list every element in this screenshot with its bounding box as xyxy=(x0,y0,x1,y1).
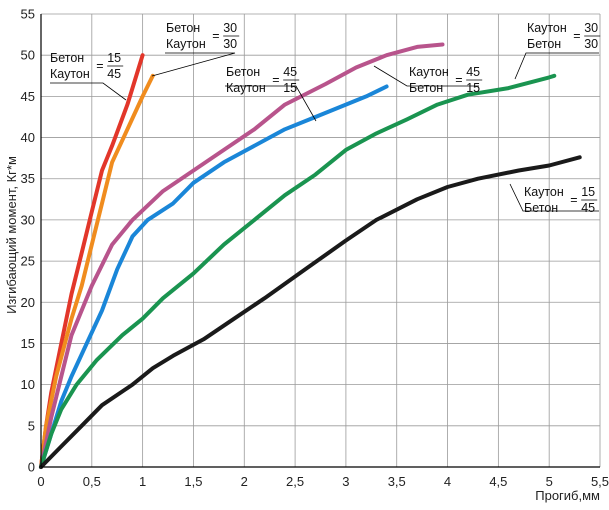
label-equals-sign: = xyxy=(570,193,577,207)
x-tick-label: 0 xyxy=(37,474,44,489)
y-tick-label: 55 xyxy=(21,7,35,22)
label-leader-line xyxy=(509,183,599,212)
label-equals-sign: = xyxy=(212,29,219,43)
tick-labels: 0 0,5 1 1,5 2 2,5 3 3,5 4 4,5 5 5,5 0 5 10 15 20 25 30 35 40… xyxy=(21,7,609,490)
label-denominator-value: 15 xyxy=(466,81,480,95)
x-tick-label: 2 xyxy=(241,474,248,489)
series-line-magenta xyxy=(39,42,445,469)
label-numerator-word: Бетон xyxy=(166,21,200,35)
label-beton-30-kauton-30: Бетон Каутон = 30 30 xyxy=(151,21,240,77)
series-line-orange xyxy=(39,73,155,469)
x-tick-label: 3 xyxy=(342,474,349,489)
label-beton-15-kauton-45: Бетон Каутон = 15 45 xyxy=(50,51,127,101)
x-tick-label: 4,5 xyxy=(489,474,507,489)
label-numerator-word: Бетон xyxy=(226,65,260,79)
x-tick-label: 4 xyxy=(444,474,451,489)
y-tick-label: 30 xyxy=(21,212,35,227)
label-denominator-word: Каутон xyxy=(166,37,206,51)
label-equals-sign: = xyxy=(573,29,580,43)
y-tick-label: 45 xyxy=(21,89,35,104)
grid xyxy=(41,13,601,467)
label-leader-line xyxy=(50,82,127,101)
label-denominator-value: 15 xyxy=(283,81,297,95)
label-numerator-value: 45 xyxy=(283,65,297,79)
label-denominator-word: Бетон xyxy=(527,37,561,51)
label-equals-sign: = xyxy=(455,73,462,87)
label-leader-line xyxy=(373,65,479,87)
x-tick-label: 1,5 xyxy=(184,474,202,489)
y-tick-label: 20 xyxy=(21,295,35,310)
label-leader-line xyxy=(514,52,599,80)
label-numerator-value: 15 xyxy=(107,51,121,65)
label-kauton-30-beton-30: Каутон Бетон = 30 30 xyxy=(514,21,601,80)
label-numerator-value: 45 xyxy=(466,65,480,79)
label-denominator-word: Каутон xyxy=(226,81,266,95)
axes xyxy=(40,14,600,468)
y-axis-label: Изгибающий момент, Кг*м xyxy=(4,156,19,314)
label-kauton-15-beton-45: Каутон Бетон = 15 45 xyxy=(509,183,599,215)
label-numerator-word: Каутон xyxy=(527,21,567,35)
x-tick-label: 1 xyxy=(139,474,146,489)
label-numerator-word: Бетон xyxy=(50,51,84,65)
y-tick-label: 0 xyxy=(28,460,35,475)
label-kauton-45-beton-15: Каутон Бетон = 45 15 xyxy=(373,65,483,95)
label-leader-line xyxy=(151,52,236,77)
label-numerator-value: 30 xyxy=(223,21,237,35)
label-numerator-value: 30 xyxy=(584,21,598,35)
label-equals-sign: = xyxy=(96,59,103,73)
label-denominator-word: Бетон xyxy=(524,201,558,215)
series-line-black xyxy=(39,155,582,469)
label-equals-sign: = xyxy=(272,73,279,87)
curve-labels: БетонКаутон=1545БетонКаутон=3030БетонКау… xyxy=(50,21,601,215)
y-tick-label: 35 xyxy=(21,171,35,186)
label-denominator-word: Каутон xyxy=(50,67,90,81)
label-numerator-word: Каутон xyxy=(524,185,564,199)
label-denominator-word: Бетон xyxy=(409,81,443,95)
x-axis-label: Прогиб,мм xyxy=(535,488,600,503)
y-tick-label: 5 xyxy=(28,418,35,433)
label-denominator-value: 45 xyxy=(581,201,595,215)
label-beton-45-kauton-15: Бетон Каутон = 45 15 xyxy=(225,65,317,122)
y-tick-label: 25 xyxy=(21,254,35,269)
series-line-green xyxy=(39,73,557,469)
x-tick-label: 3,5 xyxy=(388,474,406,489)
series-lines xyxy=(39,42,582,469)
x-tick-label: 2,5 xyxy=(286,474,304,489)
x-tick-label: 5 xyxy=(546,474,553,489)
series-line-blue xyxy=(39,84,389,469)
x-tick-label: 0,5 xyxy=(83,474,101,489)
label-numerator-word: Каутон xyxy=(409,65,449,79)
x-tick-label: 5,5 xyxy=(591,474,609,489)
label-numerator-value: 15 xyxy=(581,185,595,199)
y-tick-label: 15 xyxy=(21,336,35,351)
y-tick-label: 10 xyxy=(21,377,35,392)
label-denominator-value: 30 xyxy=(584,37,598,51)
y-tick-label: 40 xyxy=(21,130,35,145)
label-leader-line xyxy=(225,85,317,122)
label-denominator-value: 45 xyxy=(107,67,121,81)
label-denominator-value: 30 xyxy=(223,37,237,51)
y-tick-label: 50 xyxy=(21,48,35,63)
